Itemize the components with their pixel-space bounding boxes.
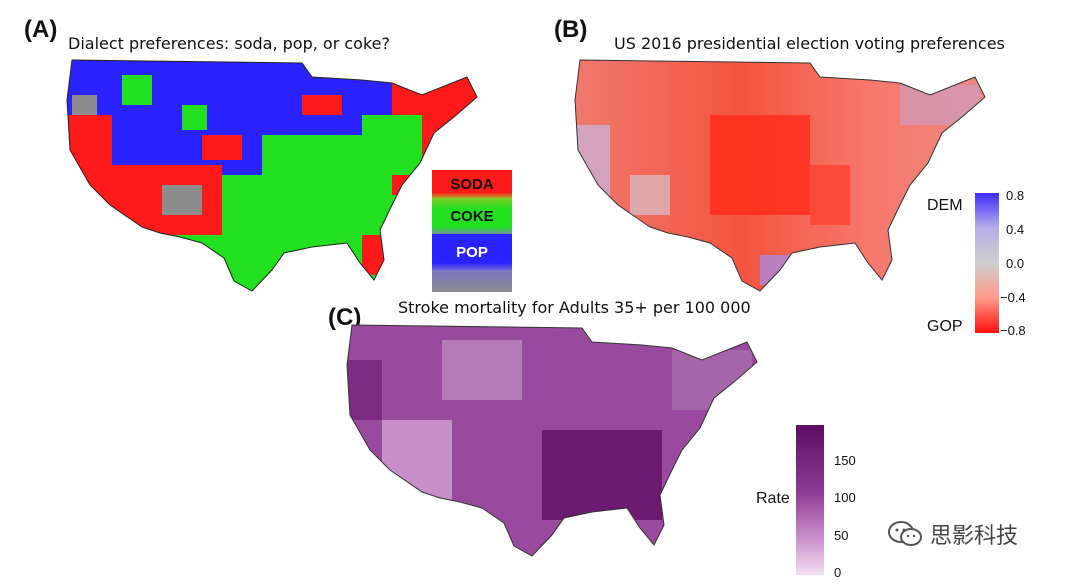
election-tick: 0.4 — [1006, 222, 1025, 237]
panel-a-title: Dialect preferences: soda, pop, or coke? — [68, 34, 390, 53]
legend-rate-label: Rate — [756, 490, 790, 507]
election-tick: −0.4 — [1000, 290, 1026, 305]
watermark: 思影科技 — [888, 518, 1018, 550]
stroke-tick: 150 — [834, 453, 856, 468]
election-colorbar — [975, 193, 999, 333]
map-dialect — [66, 59, 478, 292]
panel-c-title: Stroke mortality for Adults 35+ per 100 … — [398, 298, 751, 317]
panel-a-letter: (A) — [24, 16, 58, 43]
map-election — [574, 59, 986, 292]
dialect-legend: SODA COKE POP — [432, 170, 512, 292]
stroke-tick: 100 — [834, 490, 856, 505]
legend-dem-label: DEM — [927, 197, 963, 214]
legend-other-swatch — [432, 270, 512, 292]
election-tick: −0.8 — [1000, 323, 1026, 338]
stroke-tick: 0 — [834, 565, 842, 580]
stroke-colorbar — [796, 425, 824, 575]
map-stroke — [346, 324, 758, 557]
wechat-icon — [888, 521, 922, 546]
panel-b-letter: (B) — [554, 16, 588, 43]
stroke-tick: 50 — [834, 528, 849, 543]
panel-b-title: US 2016 presidential election voting pre… — [614, 34, 1005, 53]
election-tick: 0.0 — [1006, 256, 1025, 271]
legend-soda: SODA — [432, 170, 512, 198]
legend-pop: POP — [432, 234, 512, 270]
watermark-text: 思影科技 — [930, 524, 1019, 549]
legend-coke: COKE — [432, 198, 512, 234]
election-tick: 0.8 — [1006, 188, 1025, 203]
legend-gop-label: GOP — [927, 318, 963, 335]
